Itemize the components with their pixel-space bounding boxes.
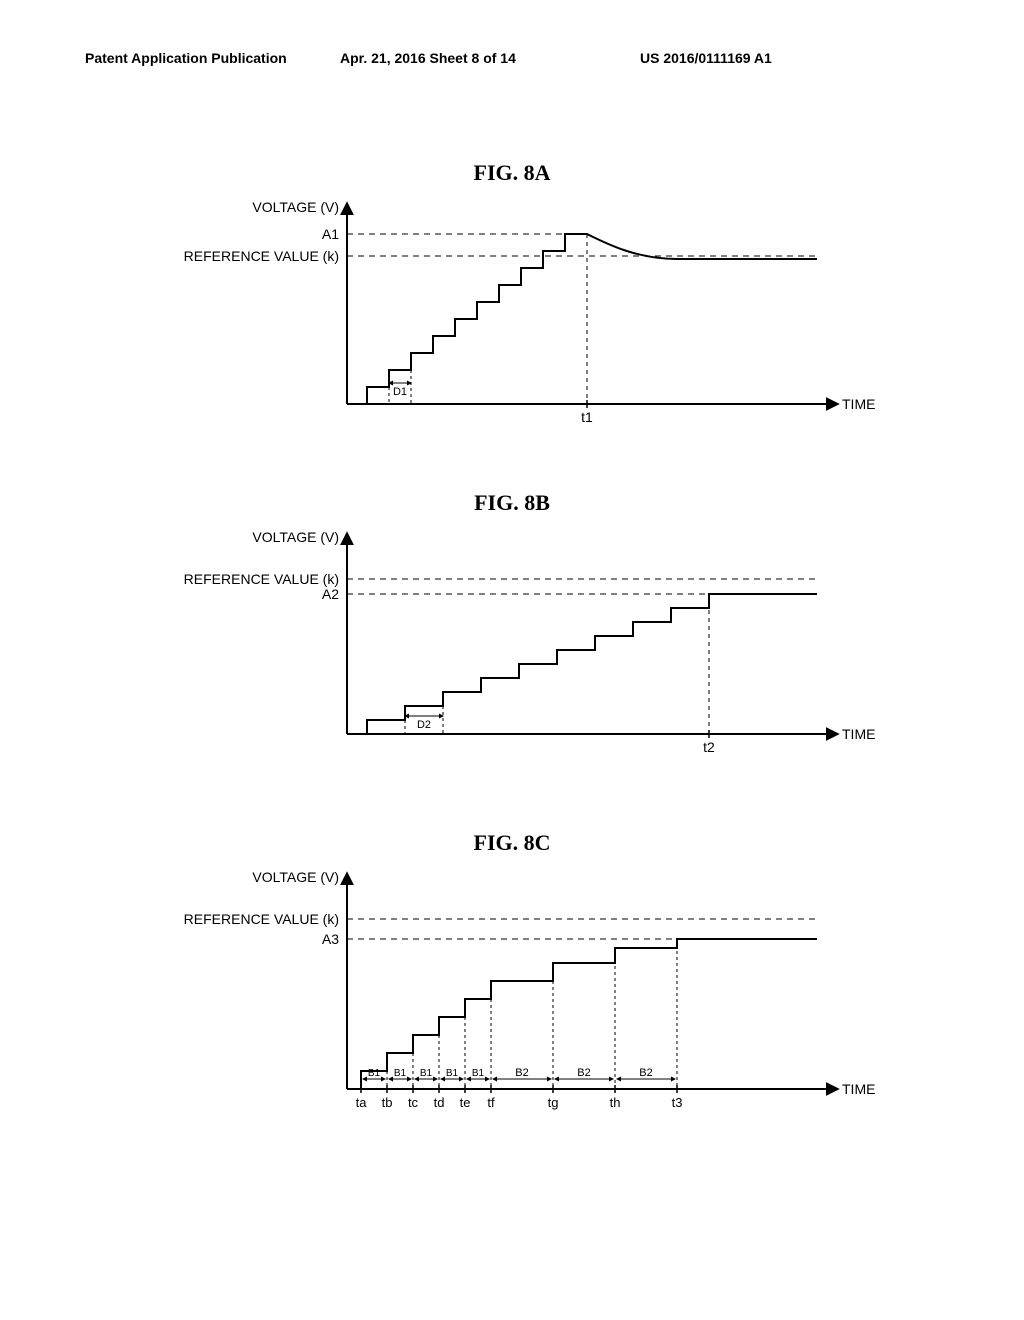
svg-text:B1: B1 xyxy=(472,1068,485,1079)
svg-text:B1: B1 xyxy=(368,1068,381,1079)
figure-8c: FIG. 8C VOLTAGE (V) REFERENCE VALUE (k) A3… xyxy=(0,830,1024,1144)
svg-text:D2: D2 xyxy=(417,719,431,731)
figure-8b: FIG. 8B VOLTAGE (V) REFERENCE VALUE (k)A2… xyxy=(0,490,1024,774)
svg-text:TIME (t): TIME (t) xyxy=(842,726,877,742)
svg-text:t2: t2 xyxy=(703,739,715,755)
svg-text:A2: A2 xyxy=(322,586,339,602)
chart-8c: VOLTAGE (V) REFERENCE VALUE (k) A3 tatbtctd… xyxy=(147,864,877,1144)
header-right: US 2016/0111169 A1 xyxy=(640,50,772,66)
svg-text:D1: D1 xyxy=(393,386,407,398)
svg-text:B2: B2 xyxy=(577,1067,590,1079)
svg-text:B1: B1 xyxy=(446,1068,459,1079)
svg-text:B2: B2 xyxy=(639,1067,652,1079)
header-center: Apr. 21, 2016 Sheet 8 of 14 xyxy=(340,50,516,66)
svg-text:tg: tg xyxy=(548,1095,559,1110)
svg-text:t1: t1 xyxy=(581,409,593,425)
figure-8a-title: FIG. 8A xyxy=(0,160,1024,186)
svg-text:TIME (t): TIME (t) xyxy=(842,1081,877,1097)
svg-text:tc: tc xyxy=(408,1095,419,1110)
svg-text:A3: A3 xyxy=(322,931,339,947)
chart-8a: VOLTAGE (V) A1 REFERENCE VALUE (k) t1 TIME (… xyxy=(147,194,877,444)
svg-text:td: td xyxy=(434,1095,445,1110)
figure-8b-title: FIG. 8B xyxy=(0,490,1024,516)
figure-8c-title: FIG. 8C xyxy=(0,830,1024,856)
page: Patent Application Publication Apr. 21, … xyxy=(0,0,1024,1320)
svg-text:B2: B2 xyxy=(515,1067,528,1079)
header-left: Patent Application Publication xyxy=(85,50,287,66)
svg-text:B1: B1 xyxy=(394,1068,407,1079)
svg-text:tf: tf xyxy=(487,1095,495,1110)
svg-text:VOLTAGE (V): VOLTAGE (V) xyxy=(252,199,339,215)
svg-text:B1: B1 xyxy=(420,1068,433,1079)
chart-8b: VOLTAGE (V) REFERENCE VALUE (k)A2 t2 TIME (… xyxy=(147,524,877,774)
svg-text:A1: A1 xyxy=(322,226,339,242)
svg-text:t3: t3 xyxy=(672,1095,683,1110)
svg-text:VOLTAGE (V): VOLTAGE (V) xyxy=(252,869,339,885)
svg-text:ta: ta xyxy=(356,1095,368,1110)
svg-text:VOLTAGE (V): VOLTAGE (V) xyxy=(252,529,339,545)
svg-text:REFERENCE VALUE (k): REFERENCE VALUE (k) xyxy=(184,571,339,587)
svg-text:th: th xyxy=(610,1095,621,1110)
svg-text:REFERENCE VALUE (k): REFERENCE VALUE (k) xyxy=(184,911,339,927)
svg-text:TIME (t): TIME (t) xyxy=(842,396,877,412)
svg-text:tb: tb xyxy=(382,1095,393,1110)
figure-8a: FIG. 8A VOLTAGE (V) A1 REFERENCE VALUE (k)… xyxy=(0,160,1024,444)
svg-text:te: te xyxy=(460,1095,471,1110)
svg-text:REFERENCE VALUE (k): REFERENCE VALUE (k) xyxy=(184,248,339,264)
